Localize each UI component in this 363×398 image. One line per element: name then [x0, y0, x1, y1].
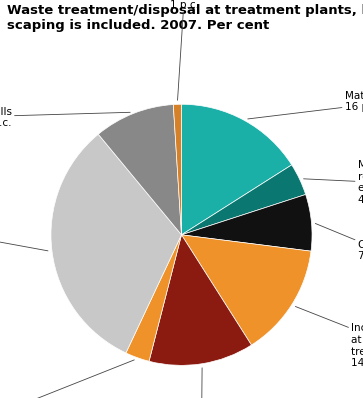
Text: Compost
7 p.c.: Compost 7 p.c. — [315, 223, 363, 261]
Wedge shape — [182, 235, 311, 345]
Text: Waste treatment/disposal at treatment plants, land-
scaping is included. 2007. P: Waste treatment/disposal at treatment pl… — [7, 4, 363, 31]
Text: Material
recovery,
export
4 p.c.: Material recovery, export 4 p.c. — [303, 160, 363, 205]
Wedge shape — [182, 195, 312, 251]
Text: Other
incineration
13 p.c.: Other incineration 13 p.c. — [170, 368, 232, 398]
Wedge shape — [182, 165, 306, 235]
Text: Other or unknown
1 p.c.: Other or unknown 1 p.c. — [137, 0, 231, 100]
Wedge shape — [173, 104, 182, 235]
Text: Incineration,
export
3 p.c.: Incineration, export 3 p.c. — [0, 360, 134, 398]
Text: Landfill
32 p.c.: Landfill 32 p.c. — [0, 224, 48, 251]
Wedge shape — [182, 104, 292, 235]
Text: Landscaping landfills
10 p.c.: Landscaping landfills 10 p.c. — [0, 107, 130, 128]
Text: Material recovery
16 p.c.: Material recovery 16 p.c. — [248, 91, 363, 119]
Text: Incineration
at waste
treatment plants
14 p.c.: Incineration at waste treatment plants 1… — [295, 306, 363, 368]
Wedge shape — [149, 235, 252, 365]
Wedge shape — [126, 235, 182, 361]
Wedge shape — [51, 134, 182, 353]
Wedge shape — [98, 105, 182, 235]
